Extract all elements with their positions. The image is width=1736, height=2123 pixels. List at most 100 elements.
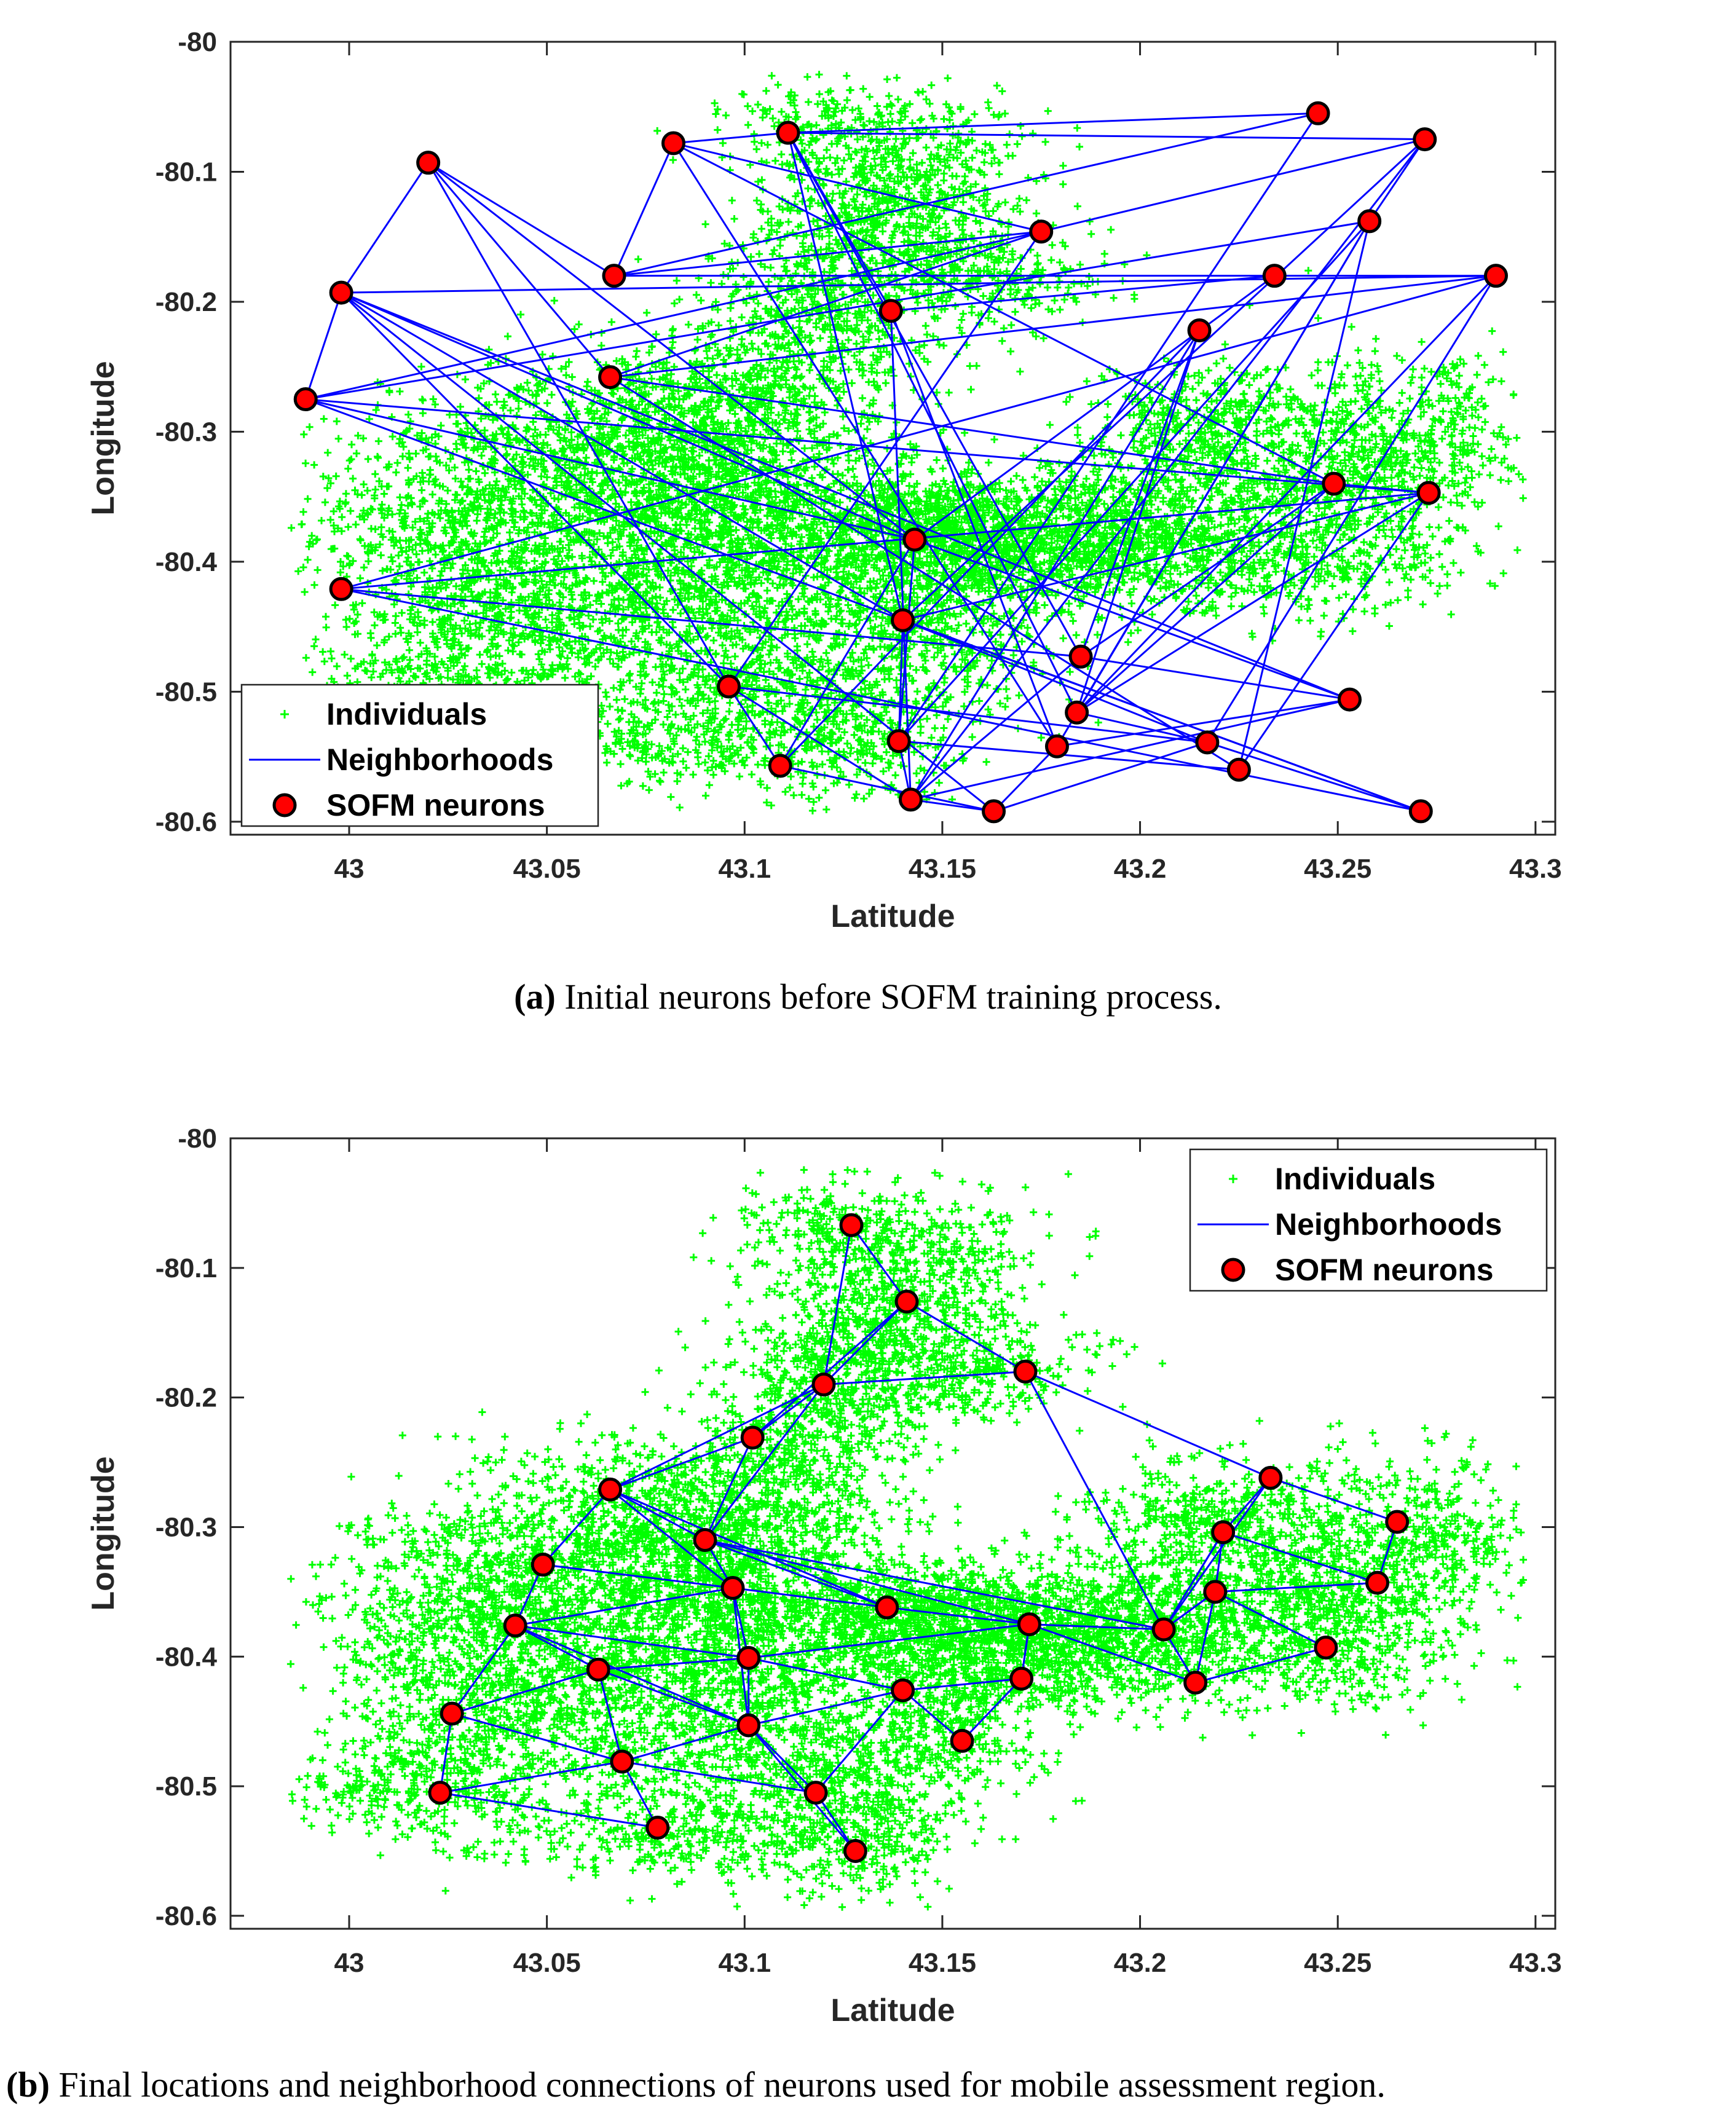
neighborhood-line xyxy=(305,220,1370,401)
sofm-neuron xyxy=(1365,1570,1390,1595)
neighborhood-line xyxy=(1333,482,1429,494)
x-axis-label: Latitude xyxy=(831,1993,955,2028)
sofm-neuron xyxy=(598,1477,623,1502)
sofm-neuron xyxy=(1187,318,1212,342)
sofm-neuron xyxy=(803,1781,828,1805)
neighborhood-line xyxy=(610,275,1496,379)
sofm-neuron xyxy=(1314,1636,1338,1660)
y-tick-label: -80.4 xyxy=(156,1642,218,1672)
caption-b-label: (b) xyxy=(6,2065,50,2105)
sofm-neuron xyxy=(843,1839,867,1864)
sofm-neuron xyxy=(902,527,927,552)
x-tick-label: 43.1 xyxy=(718,1948,771,1978)
neighborhood-line xyxy=(779,539,916,766)
neighborhood-line xyxy=(1076,492,1429,714)
neighborhood-line xyxy=(621,1761,659,1829)
neighborhood-line xyxy=(673,143,1058,747)
neighborhood-line xyxy=(1029,1623,1164,1631)
neighborhood-line xyxy=(1076,482,1335,714)
neighborhood-line xyxy=(787,132,904,621)
x-axis-label: Latitude xyxy=(831,899,955,934)
neighborhood-line xyxy=(341,291,904,621)
neighborhood-line xyxy=(614,230,1041,277)
neighborhood-line xyxy=(1222,1477,1271,1533)
neighborhood-line xyxy=(704,1384,825,1541)
neighborhood-line xyxy=(340,162,429,293)
sofm-neuron xyxy=(329,577,353,601)
neighborhood-line xyxy=(1057,698,1350,747)
sofm-neuron xyxy=(1258,1465,1283,1490)
neighborhood-line xyxy=(341,275,1496,590)
neighborhood-line xyxy=(902,138,1426,621)
sofm-neuron xyxy=(661,131,685,156)
neighborhood-line xyxy=(610,230,1042,379)
neighborhood-line xyxy=(728,685,912,801)
neighborhood-line xyxy=(305,230,1042,401)
neighborhood-line xyxy=(787,132,1082,658)
sofm-neurons-series xyxy=(428,1213,1410,1864)
sofm-neuron xyxy=(878,299,903,323)
neighborhood-line xyxy=(1237,221,1371,770)
sofm-neuron xyxy=(898,787,923,812)
legend-individuals-label: Individuals xyxy=(1275,1162,1435,1196)
caption-a: (a) Initial neurons before SOFM training… xyxy=(0,976,1736,1017)
sofm-neuron xyxy=(1151,1617,1176,1642)
y-tick-label: -80.5 xyxy=(156,677,217,707)
neighborhood-line xyxy=(515,1625,749,1659)
legend-individuals-icon xyxy=(280,710,289,719)
sofm-neuron xyxy=(645,1816,670,1840)
sofm-neuron xyxy=(891,608,915,632)
sofm-neuron xyxy=(740,1425,765,1450)
neighborhood-line xyxy=(902,619,1208,744)
neighborhood-line xyxy=(621,1760,816,1794)
neighborhood-line xyxy=(451,1712,623,1763)
y-tick-label: -80.1 xyxy=(156,157,217,187)
x-tick-label: 43.2 xyxy=(1114,854,1167,884)
legend-neighborhoods-label: Neighborhoods xyxy=(1275,1207,1502,1242)
neighborhood-line xyxy=(1079,329,1201,657)
neighborhood-line xyxy=(341,588,1081,658)
chart-panel-a: 43 43.05 43.1 43.15 43.2 43.25 43.3 -80 -80.1 -80… xyxy=(85,27,1562,934)
neighborhood-line xyxy=(439,1713,453,1793)
sofm-neuron xyxy=(720,1576,745,1601)
neighborhood-line xyxy=(899,740,1239,771)
neighborhood-line xyxy=(427,162,615,277)
neighborhood-line xyxy=(673,132,789,144)
neighborhood-line xyxy=(748,1656,903,1692)
chart-panel-b: 43 43.05 43.1 43.15 43.2 43.25 43.3 -80 -80.1 -80… xyxy=(85,1124,1562,2028)
neighborhood-line xyxy=(614,112,1319,277)
caption-a-text: Initial neurons before SOFM training pro… xyxy=(555,977,1222,1017)
neighborhood-line xyxy=(1024,1371,1165,1630)
neighborhood-line xyxy=(609,1488,706,1541)
sofm-neuron xyxy=(1337,687,1362,712)
caption-b-text: Final locations and neighborhood connect… xyxy=(49,2065,1386,2105)
sofm-neuron xyxy=(531,1553,555,1577)
y-tick-label: -80 xyxy=(178,27,217,57)
sofm-neuron xyxy=(602,264,626,288)
neighborhood-line xyxy=(610,376,1334,485)
neighborhood-line xyxy=(673,142,1042,233)
sofm-neuron xyxy=(1183,1670,1208,1695)
neighborhood-line xyxy=(609,1489,733,1589)
neighborhood-line xyxy=(728,230,1042,687)
legend-neurons-label: SOFM neurons xyxy=(326,788,545,822)
caption-a-label: (a) xyxy=(514,977,556,1017)
sofm-neuron xyxy=(875,1595,899,1620)
neighborhood-line xyxy=(728,685,1208,744)
sofm-neuron xyxy=(1068,644,1093,669)
sofm-neuron xyxy=(811,1373,836,1397)
neighborhood-line xyxy=(748,1724,817,1794)
legend: Individuals Neighborhoods SOFM neurons xyxy=(240,683,599,827)
neighborhood-line xyxy=(748,1725,856,1852)
neighborhood-line xyxy=(1215,1581,1378,1593)
neighborhood-line xyxy=(898,220,1370,742)
sofm-neuron xyxy=(776,120,800,145)
sofm-neuron xyxy=(768,754,792,778)
neighborhood-line xyxy=(515,1625,599,1671)
sofm-neuron xyxy=(1195,730,1220,755)
y-axis-label: Longitude xyxy=(85,361,121,515)
sofm-neuron xyxy=(598,365,623,390)
neighborhood-line xyxy=(902,619,1421,813)
neighborhood-line xyxy=(440,1792,658,1829)
neighborhood-line xyxy=(1368,138,1426,222)
